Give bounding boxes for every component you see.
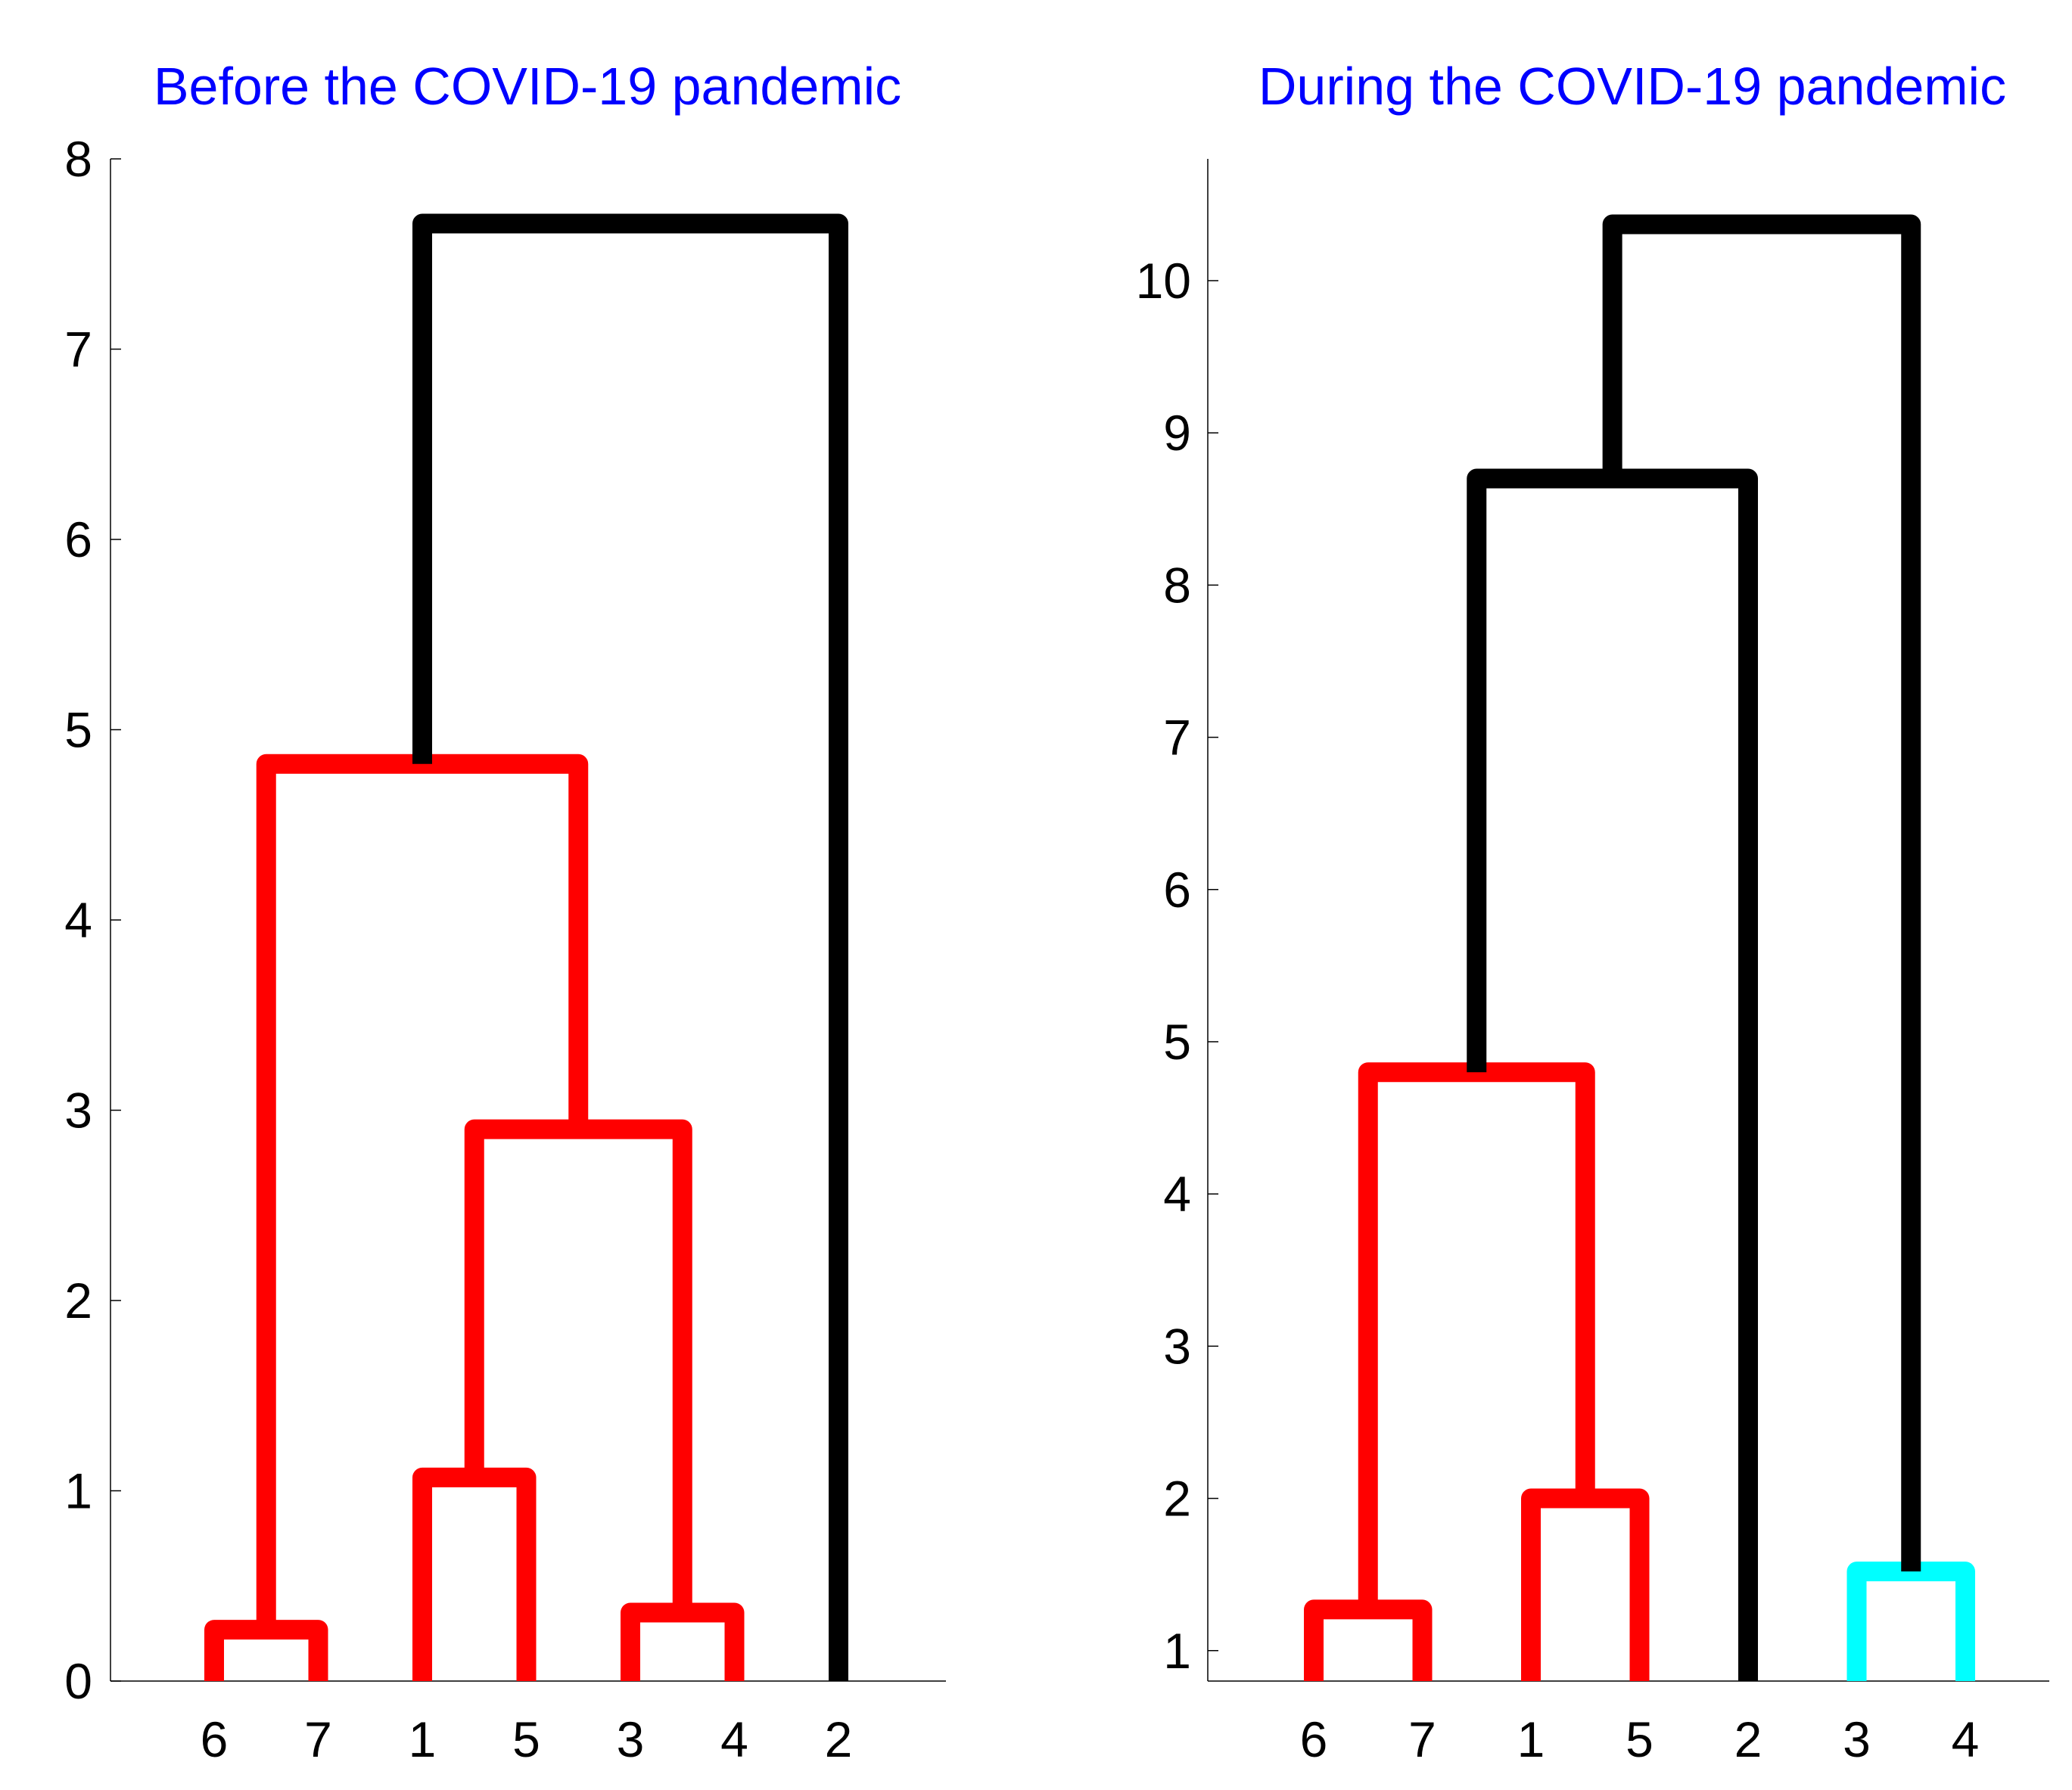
leaf-label-1: 1 [409,1711,437,1767]
leaf-label-5: 5 [1626,1711,1654,1767]
dendrogram-link [1521,1488,1650,1681]
leaf-label-4: 4 [720,1711,748,1767]
leaf-label-2: 2 [1734,1711,1762,1767]
y-tick-label: 6 [64,511,92,567]
dendrogram-link [464,1119,692,1613]
dendrogram-during-panel: During the COVID-19 pandemic 1 2 3 4 5 6 7 8 9 10… [1136,57,2049,1767]
y-tick-label: 2 [1163,1471,1191,1527]
y-tick-label: 5 [64,702,92,758]
axes-during: 1 2 3 4 5 6 7 8 9 10 6 7 1 5 2 3 4 [1136,159,2049,1767]
y-tick-label: 6 [1163,862,1191,918]
dendrogram-link [1358,1062,1595,1610]
dendrogram-before-panel: Before the COVID-19 pandemic 0 1 2 3 4 5 6 7 8 6 7… [64,57,946,1767]
y-tick-label: 4 [1163,1166,1191,1222]
y-tick-label: 4 [64,892,92,948]
dendrogram-link [1602,214,1921,1572]
dendrogram-link [1304,1599,1433,1681]
leaf-label-7: 7 [1408,1711,1436,1767]
leaf-label-6: 6 [201,1711,229,1767]
y-tick-label: 7 [1163,710,1191,766]
leaf-label-1: 1 [1517,1711,1545,1767]
y-tick-label: 7 [64,322,92,378]
leaf-label-5: 5 [512,1711,540,1767]
dendrogram-links-before [204,213,848,1681]
y-tick-label: 9 [1163,405,1191,461]
axes-before: 0 1 2 3 4 5 6 7 8 6 7 1 5 3 4 2 [64,131,946,1767]
dendrogram-link [621,1602,745,1681]
leaf-label-4: 4 [1952,1711,1980,1767]
leaf-label-3: 3 [617,1711,645,1767]
y-tick-label: 2 [64,1273,92,1329]
dendrogram-link [204,1620,328,1681]
y-tick-label: 0 [64,1653,92,1709]
y-tick-label: 1 [1163,1623,1191,1679]
y-tick-label: 5 [1163,1014,1191,1070]
dendrogram-link [1846,1562,1975,1681]
leaf-label-3: 3 [1843,1711,1871,1767]
chart-title-before: Before the COVID-19 pandemic [154,57,901,116]
chart-title-during: During the COVID-19 pandemic [1258,57,2006,116]
y-tick-label: 8 [64,131,92,187]
y-tick-label: 3 [64,1083,92,1139]
leaf-label-6: 6 [1300,1711,1328,1767]
dendrogram-link [412,1467,537,1681]
dendrogram-link [412,213,848,1681]
y-tick-label: 8 [1163,557,1191,613]
y-tick-label: 10 [1136,253,1191,309]
dendrogram-links-during [1304,214,1975,1681]
leaf-label-2: 2 [825,1711,853,1767]
y-tick-label: 1 [64,1463,92,1519]
y-tick-label: 3 [1163,1318,1191,1374]
leaf-label-7: 7 [304,1711,332,1767]
